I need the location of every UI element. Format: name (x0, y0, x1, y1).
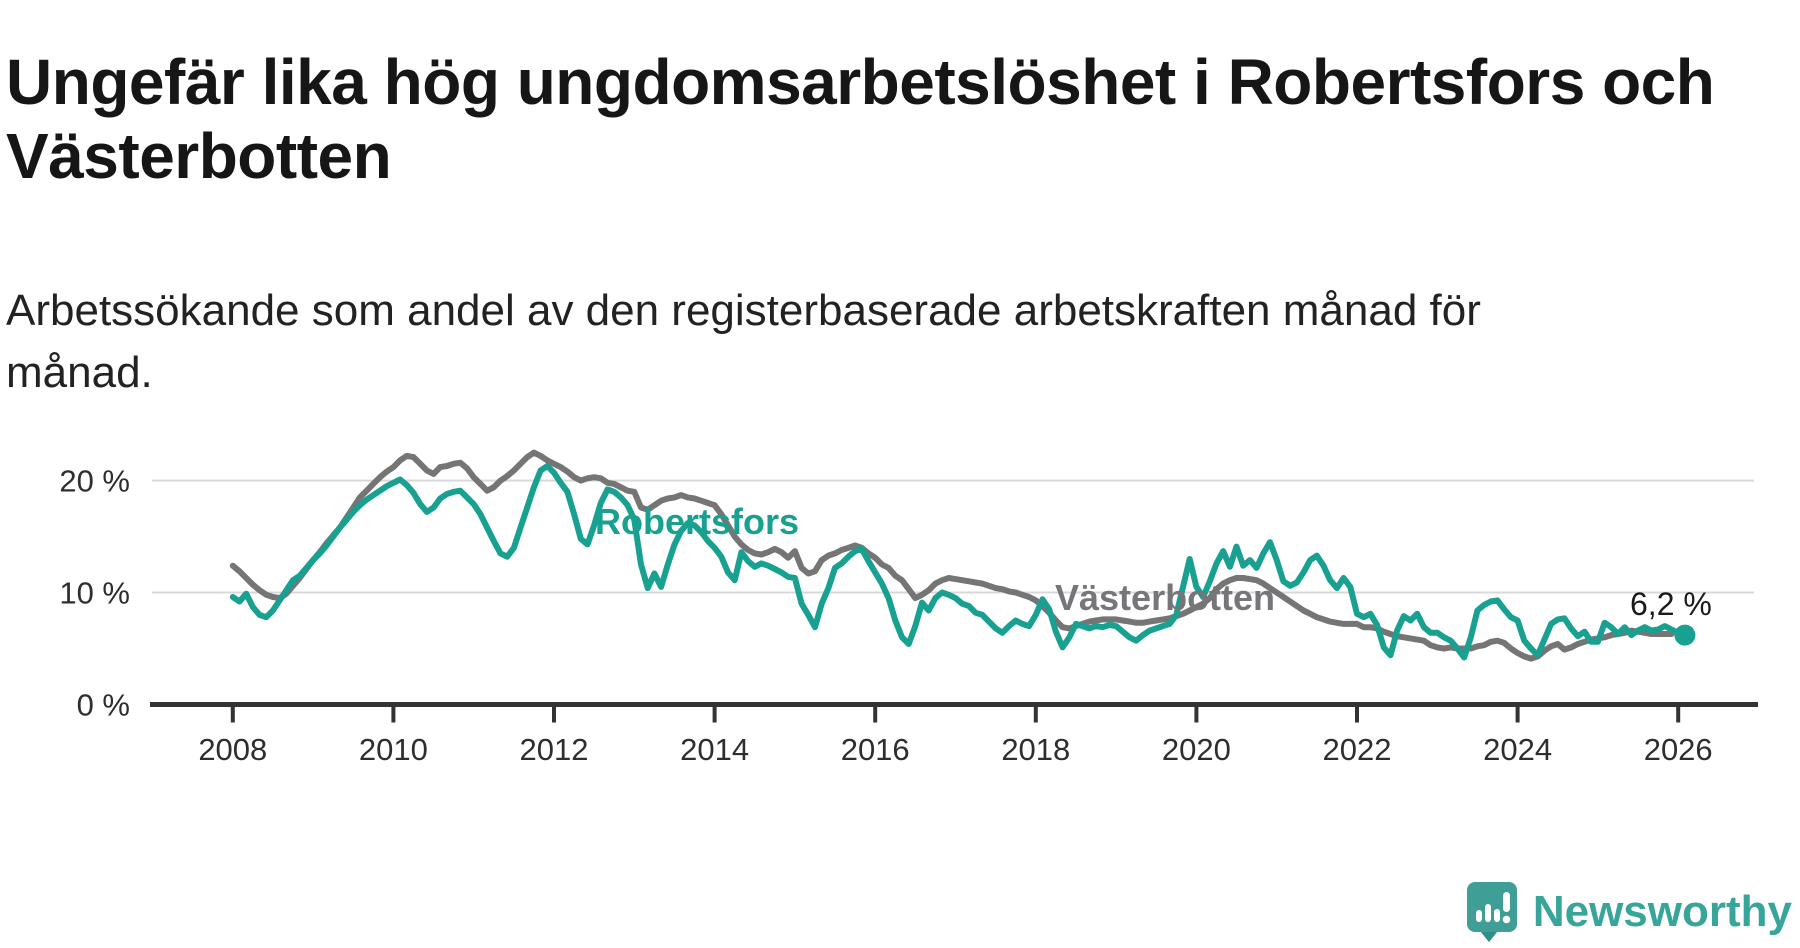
x-axis-label-2026: 2026 (1644, 732, 1713, 767)
series-label-robertsfors: Robertsfors (595, 501, 800, 542)
x-axis-label-2022: 2022 (1323, 732, 1392, 767)
y-axis-label-0: 0 % (77, 688, 130, 723)
x-axis-label-2012: 2012 (520, 732, 589, 767)
x-axis-label-2010: 2010 (359, 732, 428, 767)
newsworthy-logo-icon (1466, 882, 1517, 942)
page-title: Ungefär lika hög ungdomsarbetslöshet i R… (6, 45, 1715, 192)
y-axis-label-20: 20 % (59, 464, 130, 499)
line-robertsfors (229, 463, 1688, 661)
line-västerbotten (229, 449, 1675, 662)
chart-subtitle: Arbetssökande som andel av den registerb… (6, 286, 1481, 397)
x-axis-label-2020: 2020 (1162, 732, 1231, 767)
series-label-vasterbotten: Västerbotten (1055, 577, 1276, 618)
branding: Newsworthy (1465, 880, 1792, 944)
latest-value-annotation: 6,2 % (1630, 586, 1712, 622)
x-axis-label-2016: 2016 (841, 732, 910, 767)
x-axis-label-2008: 2008 (198, 732, 267, 767)
y-axis-label-10: 10 % (59, 576, 130, 611)
x-axis-label-2024: 2024 (1483, 732, 1552, 767)
x-axis-label-2018: 2018 (1001, 732, 1070, 767)
end-point-marker (1674, 624, 1696, 646)
branding-name: Newsworthy (1532, 887, 1792, 936)
x-axis-label-2014: 2014 (680, 732, 749, 767)
